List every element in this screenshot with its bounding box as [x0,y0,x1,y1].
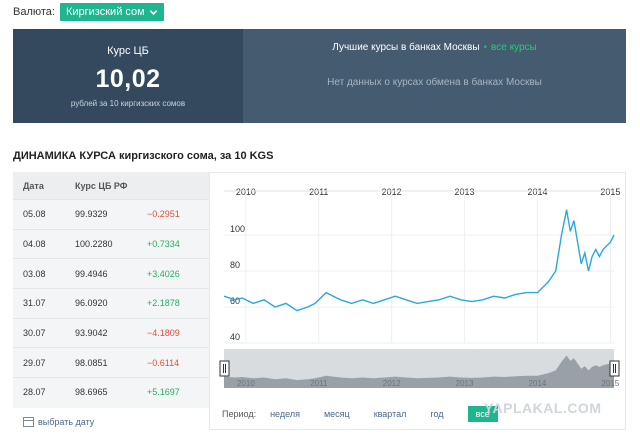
currency-select[interactable]: Киргизский сом [59,3,164,21]
row-rate: 100.2280 [75,239,113,250]
navigator-handle [609,360,620,377]
row-date: 04.08 [23,239,46,250]
period-all[interactable]: все [467,406,498,422]
navigator-year-label: 2012 [383,379,401,388]
pick-date-link[interactable]: выбрать дату [23,417,94,427]
header-date: Дата [23,180,44,191]
cb-rate-subtitle: рублей за 10 киргизских сомов [70,99,186,108]
rates-table: Дата Курс ЦБ РФ 05.08 99.9329 −0.2951 04… [13,172,209,408]
row-change: +0.7334 [147,239,180,250]
period-week[interactable]: неделя [270,409,300,419]
row-change: +5.1697 [147,387,180,398]
pick-date-label: выбрать дату [38,417,95,427]
navigator-handle [219,360,230,377]
header-rate: Курс ЦБ РФ [75,180,128,191]
year-tick-label: 2013 [455,187,475,197]
cb-rate-value: 10,02 [95,65,161,93]
row-rate: 99.9329 [75,209,108,220]
row-rate: 93.9042 [75,328,108,339]
section-title: ДИНАМИКА КУРСА киргизского сома, за 10 K… [13,150,274,162]
table-header: Дата Курс ЦБ РФ [13,172,209,199]
table-row: 31.07 96.0920 +2.1878 [13,288,209,318]
navigator-year-label: 2010 [237,379,255,388]
row-date: 05.08 [23,209,46,220]
table-row: 28.07 98.6965 +5.1697 [13,377,209,407]
year-tick-label: 2012 [382,187,402,197]
currency-label: Валюта: [13,6,55,18]
navigator-year-label: 2015 [601,379,619,388]
rate-series-line [223,209,615,312]
navigator-year-label: 2011 [310,379,328,388]
row-date: 31.07 [23,298,46,309]
all-rates-link[interactable]: все курсы [491,42,537,53]
row-change: −0.2951 [147,209,180,220]
row-rate: 98.0851 [75,357,108,368]
row-change: −0.6114 [147,357,180,368]
period-month[interactable]: месяц [323,409,350,419]
chevron-down-icon [149,9,157,15]
table-row: 03.08 99.4946 +3.4026 [13,258,209,288]
y-tick-label: 60 [230,296,240,306]
y-tick-label: 40 [230,332,240,342]
rate-chart: 2010 2011 2012 2013 2014 2015 40 60 80 100 2010 201… [209,172,626,430]
row-change: +3.4026 [147,268,180,279]
navigator-area [224,355,614,388]
year-tick-label: 2014 [527,187,547,197]
banks-panel: Лучшие курсы в банках Москвы • все курсы Н… [243,29,626,123]
navigator-year-label: 2014 [529,379,547,388]
table-row: 30.07 93.9042 −4.1809 [13,317,209,348]
row-date: 30.07 [23,328,46,339]
currency-row: Валюта: Киргизский сом [13,3,164,21]
navigator-year-label: 2013 [456,379,474,388]
row-rate: 98.6965 [75,387,108,398]
table-row: 04.08 100.2280 +0.7334 [13,228,209,259]
period-selector: Период: неделя месяц квартал год все [222,406,498,422]
rate-chart-svg: 2010 2011 2012 2013 2014 2015 40 60 80 100 2010 201… [219,187,620,388]
year-tick-label: 2015 [600,187,620,197]
y-tick-label: 80 [230,260,240,270]
table-row: 05.08 99.9329 −0.2951 [13,199,209,229]
row-date: 29.07 [23,357,46,368]
banks-separator: • [483,42,488,53]
currency-select-value: Киргизский сом [65,6,145,18]
period-label: Период: [222,409,257,419]
period-year[interactable]: год [430,409,444,419]
watermark-text: YAPLAKAL.COM [484,400,602,416]
row-date: 03.08 [23,268,46,279]
row-change: +2.1878 [147,298,180,309]
period-quarter[interactable]: квартал [373,409,407,419]
y-tick-label: 100 [230,224,245,234]
row-date: 28.07 [23,387,46,398]
cb-rate-panel: Курс ЦБ 10,02 рублей за 10 киргизских со… [13,29,243,123]
row-rate: 99.4946 [75,268,108,279]
banks-title: Лучшие курсы в банках Москвы [332,42,480,53]
year-tick-label: 2011 [309,187,328,197]
cb-rate-title: Курс ЦБ [107,45,149,57]
calendar-icon [23,417,34,427]
row-change: −4.1809 [147,328,180,339]
banks-empty-message: Нет данных о курсах обмена в банках Моск… [327,77,542,88]
banks-title-line: Лучшие курсы в банках Москвы • все курсы [243,42,626,53]
table-row: 29.07 98.0851 −0.6114 [13,347,209,377]
year-tick-label: 2010 [236,187,256,197]
row-rate: 96.0920 [75,298,108,309]
